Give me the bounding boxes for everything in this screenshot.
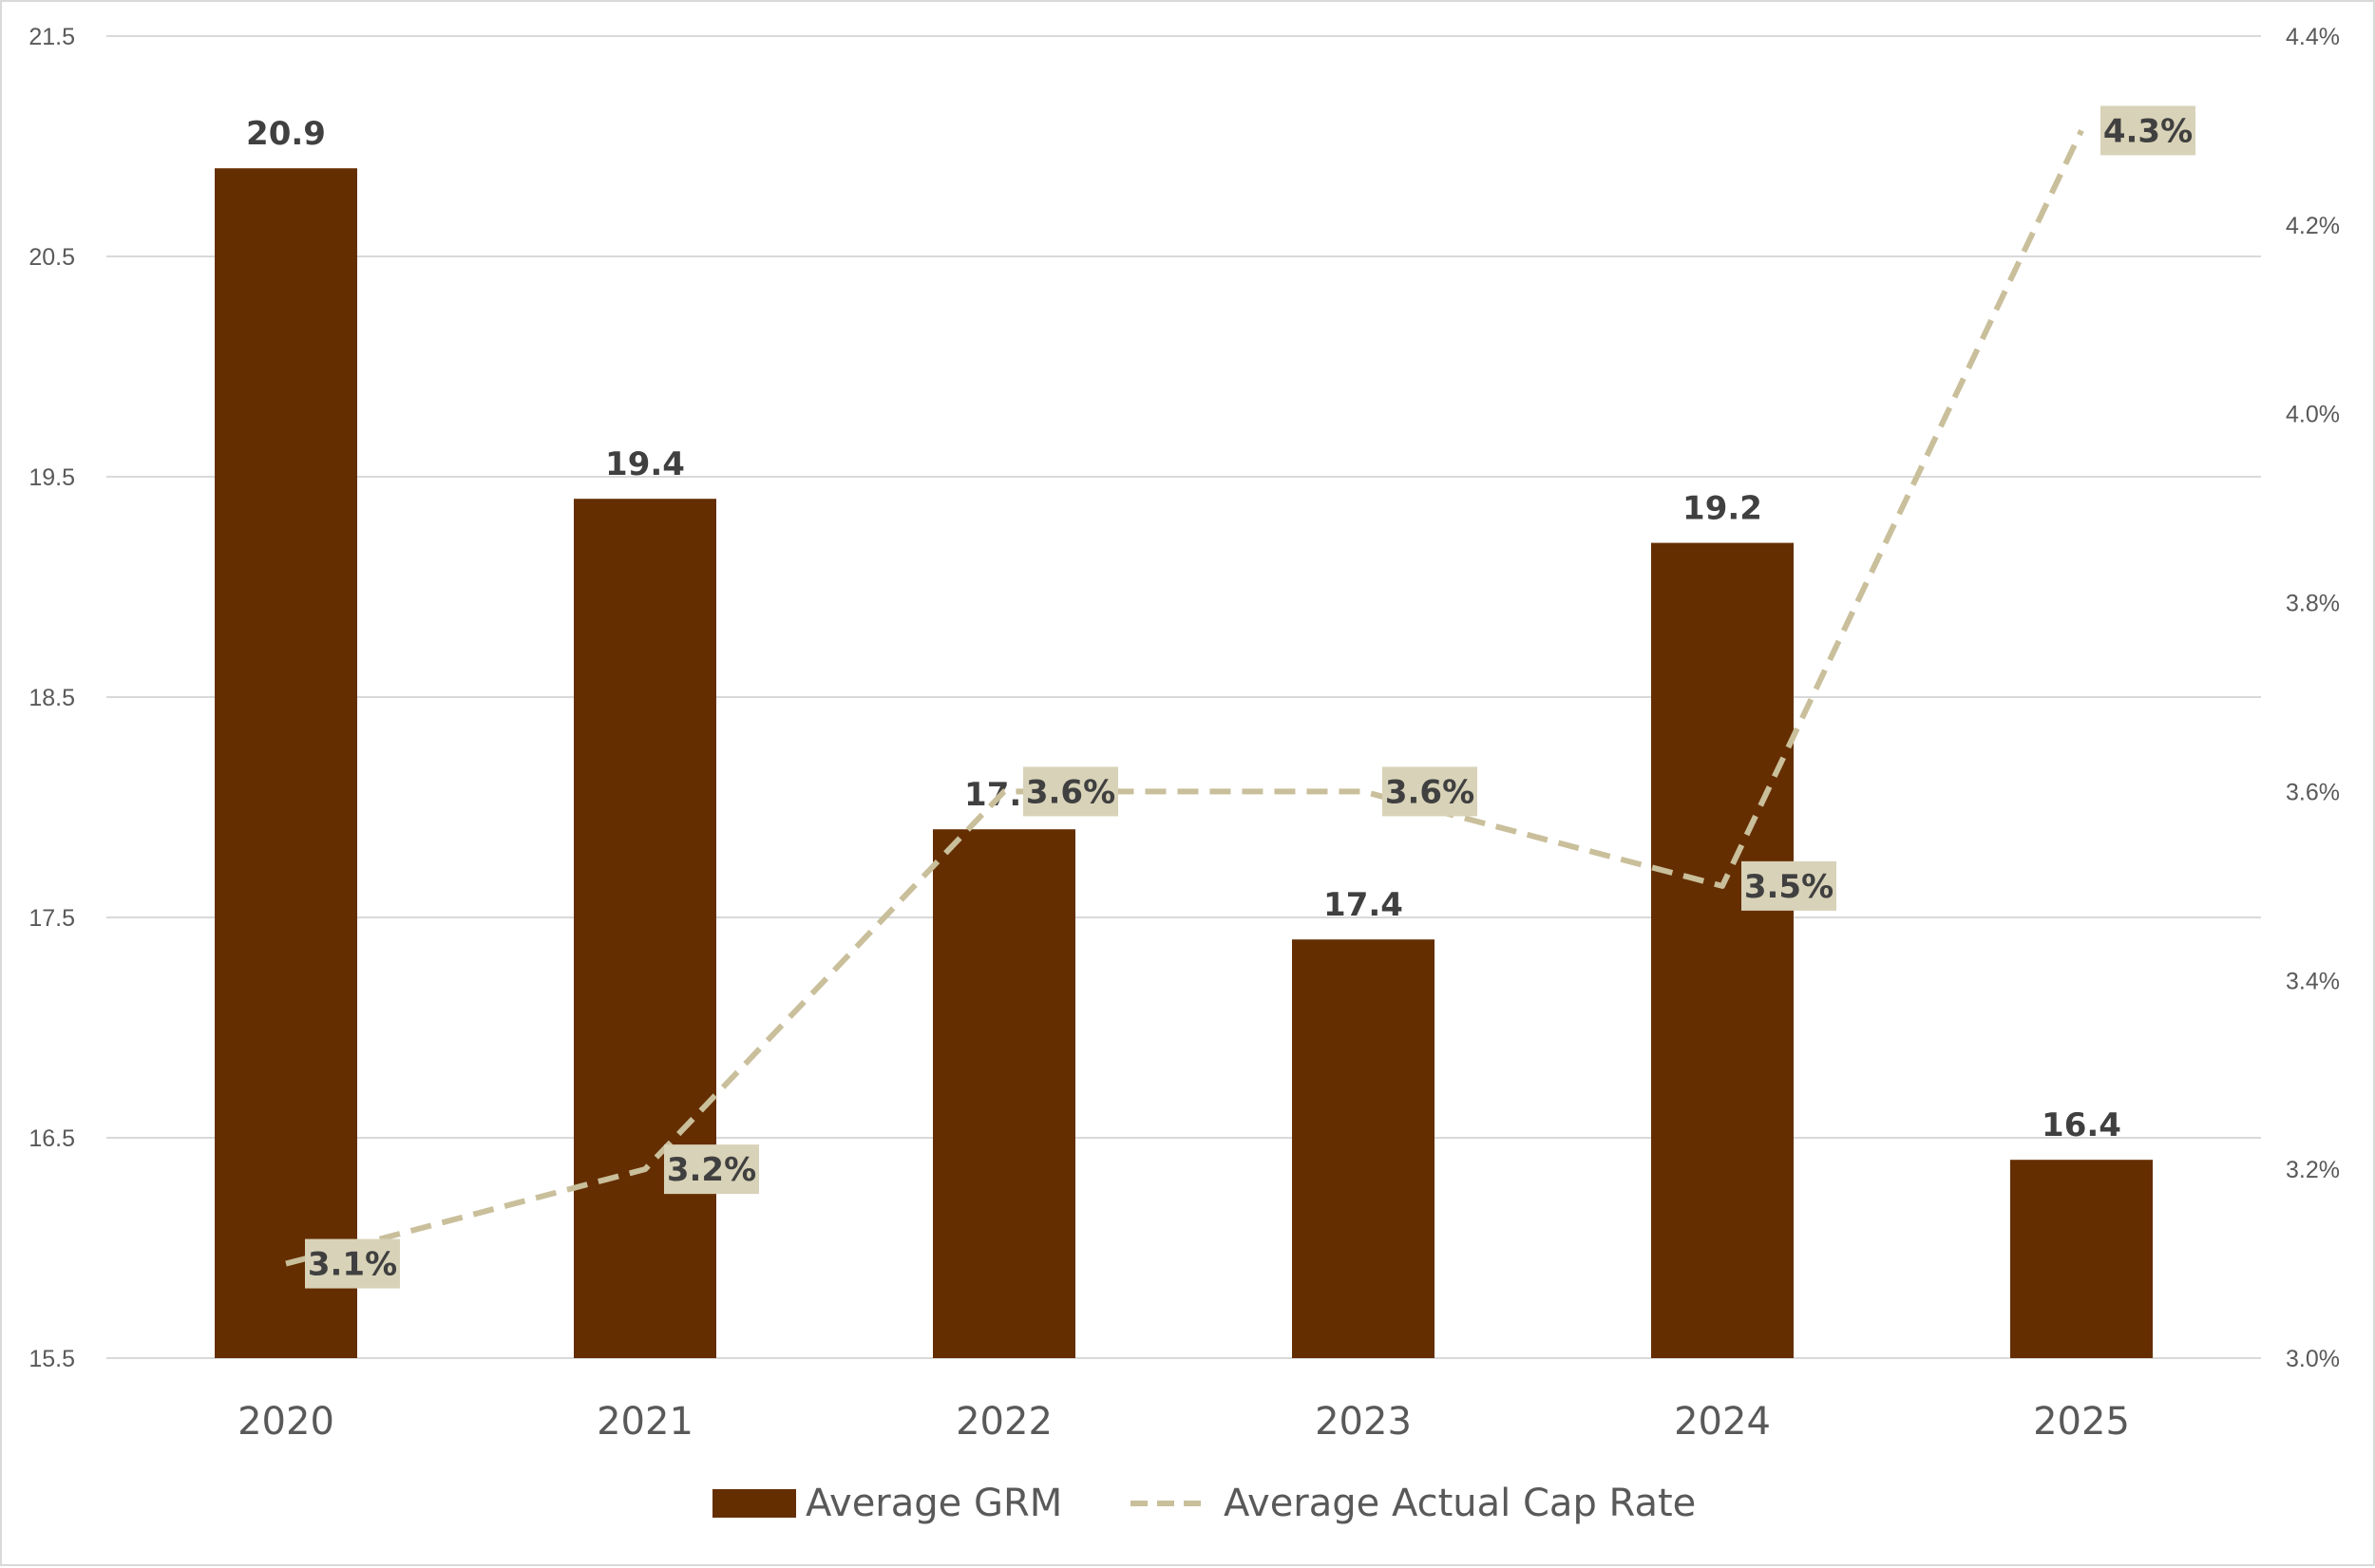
bar-data-label: 16.4 — [2042, 1106, 2121, 1144]
bar — [2010, 1160, 2153, 1358]
y-right-tick-label: 4.0% — [2286, 402, 2340, 428]
line-data-label-box — [664, 1144, 759, 1195]
y-right-tick-label: 3.0% — [2286, 1346, 2340, 1372]
line-data-label: 3.6% — [1026, 773, 1115, 811]
bar-data-label: 19.4 — [605, 445, 685, 483]
y-left-tick-label: 20.5 — [28, 244, 75, 271]
y-right-tick-label: 3.6% — [2286, 779, 2340, 805]
bar-data-label: 20.9 — [246, 115, 326, 153]
line-data-label: 3.6% — [1385, 773, 1474, 811]
y-right-tick-label: 3.4% — [2286, 968, 2340, 994]
y-right-tick-label: 4.4% — [2286, 24, 2340, 50]
line-data-label-box — [2100, 105, 2195, 156]
line-data-label-box — [1382, 766, 1477, 817]
y-right-tick-label: 4.2% — [2286, 213, 2340, 239]
line-data-label-box — [1023, 766, 1118, 817]
line-data-label: 3.5% — [1744, 868, 1834, 906]
y-left-tick-label: 16.5 — [28, 1125, 75, 1152]
legend-label-grm: Average GRM — [806, 1482, 1062, 1525]
line-series-cap-rate — [285, 129, 2084, 1267]
x-tick-label: 2020 — [238, 1400, 334, 1444]
x-tick-label: 2022 — [956, 1400, 1053, 1444]
bar — [1292, 939, 1434, 1358]
x-tick-label: 2021 — [597, 1400, 694, 1444]
line-data-label: 3.2% — [667, 1151, 756, 1189]
legend-label-cap-rate: Average Actual Cap Rate — [1224, 1482, 1696, 1525]
bar — [215, 168, 357, 1359]
bar-data-label: 17.4 — [1323, 886, 1403, 924]
y-left-tick-label: 19.5 — [28, 464, 75, 491]
y-left-tick-label: 17.5 — [28, 905, 75, 932]
line-data-label-box — [305, 1238, 400, 1289]
y-right-tick-label: 3.2% — [2286, 1157, 2340, 1183]
y-left-tick-label: 21.5 — [28, 24, 75, 50]
x-tick-label: 2024 — [1674, 1400, 1771, 1444]
bar — [574, 499, 716, 1358]
line-data-label: 4.3% — [2103, 112, 2193, 150]
y-right-tick-label: 3.8% — [2286, 591, 2340, 617]
x-tick-label: 2023 — [1315, 1400, 1412, 1444]
y-left-tick-label: 18.5 — [28, 685, 75, 711]
line-data-label-box — [1741, 860, 1836, 911]
bar — [1651, 542, 1794, 1358]
x-tick-label: 2025 — [2033, 1400, 2130, 1444]
legend-bar-swatch — [712, 1489, 796, 1518]
bar-data-label: 19.2 — [1682, 490, 1762, 528]
y-left-tick-label: 15.5 — [28, 1346, 75, 1372]
line-data-label: 3.1% — [308, 1246, 397, 1284]
bar — [933, 829, 1075, 1358]
